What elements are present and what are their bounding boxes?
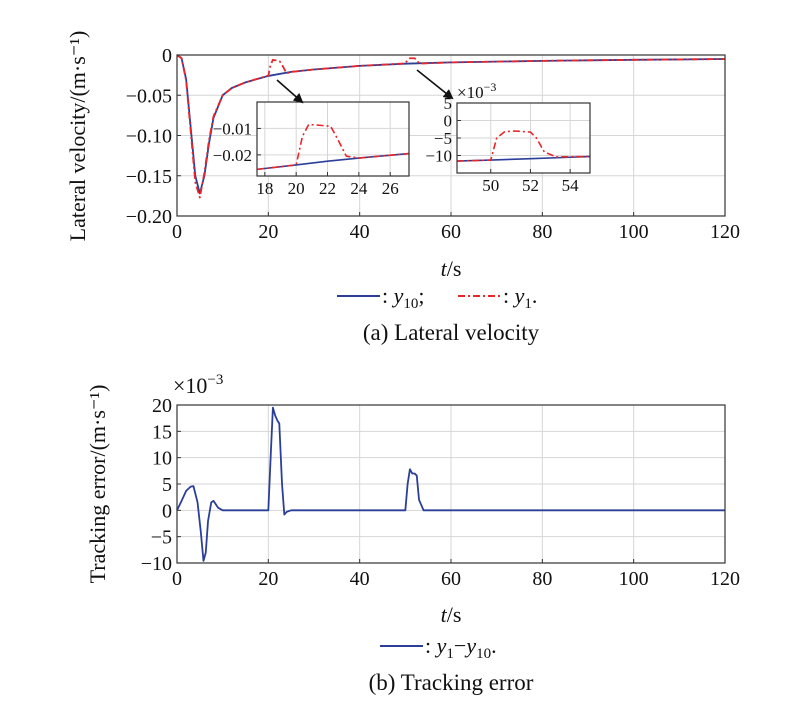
legend-label-y1-y10: : y1−y10. (425, 633, 497, 662)
x-tick-label: 100 (619, 221, 649, 243)
x-tick-label: 120 (710, 568, 740, 590)
panel-b-xlabel: t/s (441, 602, 462, 627)
x-tick-label: 80 (532, 221, 552, 243)
y-tick-label: 0 (162, 500, 172, 522)
y-tick-label: −5 (434, 129, 452, 148)
y-tick-label: −10 (425, 147, 452, 166)
y-tick-label: 5 (444, 94, 453, 113)
x-tick-label: 0 (172, 568, 182, 590)
x-tick-label: 100 (619, 568, 649, 590)
y-tick-label: −10 (141, 553, 172, 575)
series-line-y1 (456, 130, 591, 162)
x-tick-label: 52 (522, 176, 539, 195)
panel-b-legend: : y1−y10. (380, 633, 497, 662)
panel-b-grid (176, 404, 726, 564)
y-tick-label: 15 (152, 421, 172, 443)
x-tick-label: 60 (441, 568, 461, 590)
x-tick-label: 18 (256, 179, 273, 198)
inset-1-frame (256, 101, 410, 177)
y-tick-label: −0.05 (126, 85, 172, 107)
panel-a-legend: : y10; : y1. (337, 283, 537, 312)
inset-2-arrow (416, 69, 454, 100)
y-tick-label: −0.20 (126, 206, 172, 228)
y-tick-label: −0.15 (126, 166, 172, 188)
y-tick-label: −5 (151, 527, 172, 549)
panel-a-caption: (a) Lateral velocity (363, 320, 540, 345)
inset-2-exponent: ×10−3 (457, 80, 496, 102)
y-tick-label: 5 (162, 474, 172, 496)
y-tick-label: 20 (152, 395, 172, 417)
inset-1-arrow (276, 79, 304, 104)
legend-label-y10: : y10; (382, 283, 425, 312)
x-tick-label: 20 (288, 179, 305, 198)
x-tick-label: 20 (258, 221, 278, 243)
x-tick-label: 50 (482, 176, 499, 195)
panel-b-ylabel: Tracking error/(m·s⁻¹) (85, 385, 110, 584)
y-tick-label: 0 (444, 112, 453, 131)
panel-b-lines (176, 406, 725, 562)
legend-label-y1: : y1. (503, 283, 537, 312)
panel-a-ylabel: Lateral velocity/(m·s⁻¹) (65, 31, 90, 242)
panel-a: 0 20 40 60 80 100 120 0 −0.05 −0.10 −0.15 −0.20 18 2… (65, 31, 740, 345)
series-line-y1 (176, 54, 726, 199)
series-line-y1-y10 (176, 406, 725, 562)
x-tick-label: 24 (350, 179, 368, 198)
x-tick-label: 54 (562, 176, 580, 195)
x-tick-label: 26 (382, 179, 399, 198)
inset-1-background (257, 102, 409, 176)
y-tick-label: −0.01 (213, 119, 252, 138)
x-tick-label: 22 (319, 179, 336, 198)
panel-b-exponent: ×10−3 (173, 372, 223, 398)
panel-a-xlabel: t/s (441, 256, 462, 281)
inset-1: 18 20 22 24 26 −0.01 −0.02 (213, 101, 410, 198)
x-tick-label: 60 (441, 221, 461, 243)
x-tick-label: 0 (172, 221, 182, 243)
x-tick-label: 120 (710, 221, 740, 243)
panel-a-ticks: 0 20 40 60 80 100 120 0 −0.05 −0.10 −0.15 −0.20 (126, 45, 740, 243)
y-tick-label: 0 (162, 45, 172, 67)
panel-a-lines (176, 54, 726, 199)
inset-1-grid (257, 102, 409, 176)
x-tick-label: 40 (350, 568, 370, 590)
y-tick-label: −0.10 (126, 126, 172, 148)
x-tick-label: 40 (350, 221, 370, 243)
inset-1-ticks: 18 20 22 24 26 −0.01 −0.02 (213, 119, 399, 198)
y-tick-label: −0.02 (213, 146, 252, 165)
inset-2-lines (456, 130, 591, 162)
panel-b-caption: (b) Tracking error (369, 670, 534, 695)
x-tick-label: 80 (532, 568, 552, 590)
x-tick-label: 20 (258, 568, 278, 590)
inset-1-lines (256, 123, 410, 171)
y-tick-label: 10 (152, 448, 172, 470)
